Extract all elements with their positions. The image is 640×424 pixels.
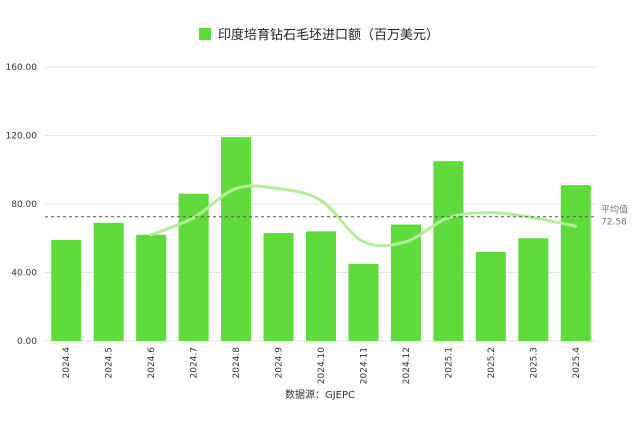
x-tick-label: 2024.11 <box>359 347 369 384</box>
y-tick-label: 40.00 <box>11 269 37 279</box>
x-tick-label: 2024.7 <box>190 347 200 379</box>
legend-swatch <box>199 28 211 40</box>
bar <box>560 185 591 341</box>
average-label: 平均值 <box>601 204 628 216</box>
x-tick-label: 2024.10 <box>317 347 327 384</box>
bar <box>518 238 549 341</box>
bars <box>51 137 591 341</box>
x-tick-label: 2024.8 <box>232 347 242 379</box>
bar <box>178 193 209 341</box>
bar <box>93 222 124 341</box>
trend-line <box>149 184 578 248</box>
x-tick-label: 2024.5 <box>105 347 115 379</box>
x-tick-label: 2024.4 <box>62 347 72 379</box>
y-tick-label: 120.00 <box>6 132 38 142</box>
x-tick-label: 2024.9 <box>275 347 285 379</box>
x-axis-ticks: 2024.4 2024.5 2024.6 2024.7 2024.8 2024.9 2024… <box>62 347 582 384</box>
x-tick-label: 2025.2 <box>487 347 497 379</box>
x-tick-label: 2025.4 <box>572 347 582 379</box>
x-tick-label: 2025.3 <box>529 347 539 379</box>
x-tick-label: 2024.6 <box>147 347 157 379</box>
bar <box>348 263 379 341</box>
trend-line-layer <box>149 184 578 248</box>
average-line-layer: 平均值 72.58 <box>45 204 628 228</box>
bar <box>263 233 294 341</box>
y-tick-label: 0.00 <box>17 337 37 347</box>
x-tick-label: 2024.12 <box>402 347 412 384</box>
average-value: 72.58 <box>601 218 627 228</box>
y-tick-label: 160.00 <box>6 63 38 73</box>
y-tick-label: 80.00 <box>11 200 37 210</box>
bar <box>475 251 506 341</box>
source-note: 数据源：GJEPC <box>285 388 355 401</box>
bar <box>51 239 82 341</box>
bar <box>221 137 252 341</box>
legend: 印度培育钻石毛坯进口额（百万美元） <box>199 27 439 43</box>
bar <box>433 161 464 341</box>
y-axis-ticks: 0.00 40.00 80.00 120.00 160.00 <box>6 63 38 347</box>
x-tick-label: 2025.1 <box>444 347 454 379</box>
legend-label: 印度培育钻石毛坯进口额（百万美元） <box>218 27 439 43</box>
bar <box>136 234 167 341</box>
bar <box>306 231 336 341</box>
